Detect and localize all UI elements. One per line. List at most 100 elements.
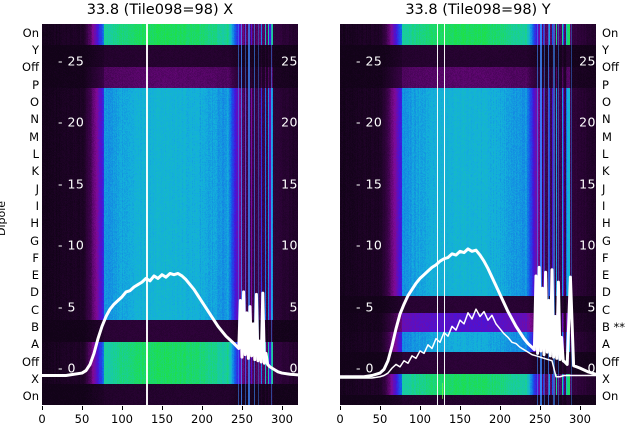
category-tick-label: A: [602, 337, 610, 352]
category-tick-label: J: [35, 181, 39, 196]
panel-y-curves: [340, 24, 596, 405]
category-tick-label: On: [602, 389, 619, 404]
x-axis-tick-label: 0: [38, 412, 46, 426]
category-tick-label: G: [602, 233, 611, 248]
inner-y-tick-label: 5: [587, 299, 596, 315]
category-tick-label: M: [29, 129, 39, 144]
category-tick-label: B **: [602, 320, 626, 335]
inner-y-tick-label: 20: [281, 114, 298, 130]
inner-y-tick-label: - 5: [356, 299, 374, 315]
panel-y: 33.8 (Tile098=98) Y - 0 0 - 5 5 - 10 10 - 15 15…: [320, 0, 640, 440]
category-tick-label: E: [602, 268, 610, 283]
x-axis-tick: [540, 406, 541, 410]
inner-y-tick-label: 20: [579, 114, 596, 130]
category-tick-label: P: [602, 77, 609, 92]
x-axis-tick: [282, 406, 283, 410]
x-axis-tick-label: 150: [449, 412, 471, 426]
panel-x-plot[interactable]: - 0 0 - 5 5 - 10 10 - 15 15 - 20 20 - 25 25: [42, 24, 298, 405]
category-tick-label: Y: [602, 43, 610, 57]
x-axis-tick: [42, 406, 43, 410]
x-axis-tick: [162, 406, 163, 410]
category-tick-label: F: [602, 250, 609, 265]
overlay-curve: [340, 308, 596, 379]
panel-x-title: 33.8 (Tile098=98) X: [86, 2, 234, 18]
inner-y-tick-label: 10: [579, 237, 596, 253]
category-tick-label: C: [30, 302, 39, 317]
category-tick-label: C: [602, 302, 611, 317]
x-axis-tick: [122, 406, 123, 410]
category-tick-label: H: [602, 216, 611, 231]
category-tick-label: G: [30, 233, 39, 248]
inner-y-tick-label: - 0: [58, 360, 76, 376]
inner-y-tick-label: - 0: [356, 360, 374, 376]
inner-y-tick-label: 15: [579, 176, 596, 192]
x-axis-tick-label: 50: [372, 412, 388, 426]
category-tick-label: D: [602, 285, 611, 300]
inner-y-tick-label: - 15: [356, 176, 383, 192]
panel-y-xaxis: 0 50 100 150 200 250 300: [336, 406, 596, 440]
category-tick-label: On: [22, 389, 39, 404]
category-tick-label: X: [602, 372, 610, 386]
inner-y-tick-label: - 15: [58, 176, 85, 192]
panel-x-curves: [42, 24, 298, 405]
x-axis-tick: [242, 406, 243, 410]
category-tick-label: L: [32, 146, 39, 161]
category-tick-label: P: [32, 77, 39, 92]
inner-y-tick-label: - 10: [58, 237, 85, 253]
inner-y-tick-label: 15: [281, 176, 298, 192]
inner-y-tick-label: - 5: [58, 299, 76, 315]
category-axis-right: On Y Off P O N M L K J I H G F E D C B ** A Off X On: [598, 24, 640, 405]
x-axis-tick: [460, 406, 461, 410]
category-tick-label: O: [29, 94, 39, 109]
category-tick-label: H: [30, 216, 39, 231]
x-axis-tick-label: 200: [489, 412, 511, 426]
category-tick-label: X: [31, 372, 39, 386]
category-tick-label: B: [31, 320, 39, 335]
inner-y-tick-label: - 20: [356, 114, 383, 130]
category-tick-label: N: [30, 112, 39, 127]
x-axis-tick-label: 200: [191, 412, 213, 426]
inner-y-tick-label: - 25: [356, 53, 383, 69]
x-axis-tick: [500, 406, 501, 410]
category-tick-label: On: [22, 25, 39, 40]
category-tick-label: E: [31, 268, 39, 283]
category-tick-label: I: [35, 198, 39, 213]
x-axis-tick-label: 250: [231, 412, 253, 426]
x-axis-tick-label: 100: [111, 412, 133, 426]
inner-y-tick-label: 5: [289, 299, 298, 315]
inner-y-tick-label: - 10: [356, 237, 383, 253]
inner-y-tick-label: 0: [587, 360, 596, 376]
category-tick-label: J: [602, 181, 606, 196]
category-tick-label: A: [31, 337, 39, 352]
category-tick-label: N: [602, 112, 611, 127]
panel-y-plot[interactable]: - 0 0 - 5 5 - 10 10 - 15 15 - 20 20 - 25 25: [340, 24, 596, 405]
x-axis-tick-label: 300: [569, 412, 591, 426]
x-axis-tick-label: 50: [74, 412, 90, 426]
x-axis-tick-label: 100: [409, 412, 431, 426]
x-axis-tick: [420, 406, 421, 410]
category-tick-label: O: [602, 94, 612, 109]
x-axis-tick: [580, 406, 581, 410]
inner-y-tick-label: 0: [289, 360, 298, 376]
category-tick-label: I: [602, 198, 606, 213]
x-axis-tick-label: 150: [151, 412, 173, 426]
x-axis-tick-label: 250: [529, 412, 551, 426]
category-tick-label: L: [602, 146, 609, 161]
panel-x: 33.8 (Tile098=98) X - 0 0 - 5 5 - 10 10 - 15 15…: [38, 2, 298, 440]
inner-y-tick-label: 25: [281, 53, 298, 69]
category-tick-label: K: [602, 164, 610, 179]
inner-y-tick-label: 10: [281, 237, 298, 253]
x-axis-tick: [202, 406, 203, 410]
panel-x-xaxis: 0 50 100 150 200 250 300: [38, 406, 298, 440]
x-axis-tick: [380, 406, 381, 410]
category-tick-label: F: [32, 250, 39, 265]
x-axis-tick-label: 0: [336, 412, 344, 426]
category-axis-left: On Y Off P O N M L K J I H G F E D C B A Off X On: [2, 24, 42, 405]
x-axis-tick-label: 300: [271, 412, 293, 426]
category-tick-label: Y: [31, 43, 39, 57]
category-tick-label: K: [31, 164, 39, 179]
inner-y-tick-label: - 20: [58, 114, 85, 130]
category-tick-label: Off: [22, 60, 39, 75]
panel-y-title: 33.8 (Tile098=98) Y: [405, 2, 551, 18]
